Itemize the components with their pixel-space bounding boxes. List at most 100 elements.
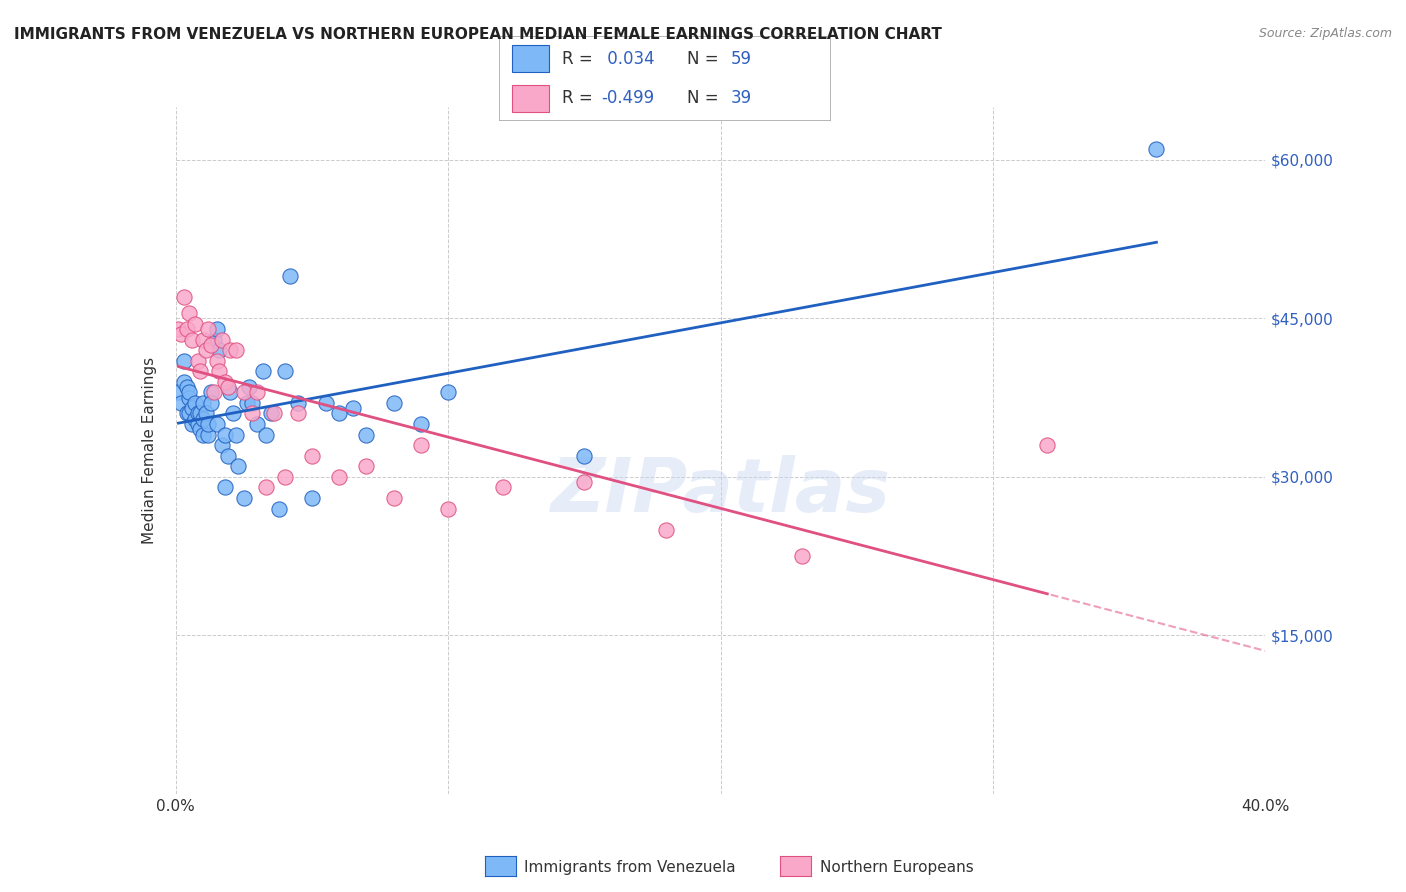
Point — [574, 449, 596, 463]
Text: 0.034: 0.034 — [602, 50, 654, 68]
Point — [176, 380, 198, 394]
Point — [176, 407, 198, 421]
Point — [287, 396, 309, 410]
Point — [181, 401, 204, 416]
Text: N =: N = — [688, 88, 724, 106]
Point — [188, 422, 211, 436]
Point — [574, 475, 596, 490]
Point — [287, 407, 309, 421]
Text: Source: ZipAtlas.com: Source: ZipAtlas.com — [1258, 27, 1392, 40]
Point — [208, 364, 231, 378]
Point — [225, 427, 247, 442]
Point — [254, 427, 277, 442]
Text: R =: R = — [562, 88, 598, 106]
Point — [328, 407, 350, 421]
Point — [194, 407, 217, 421]
Point — [208, 343, 231, 357]
Point — [260, 407, 283, 421]
Point — [492, 480, 515, 494]
Point — [214, 480, 236, 494]
Text: R =: R = — [562, 50, 598, 68]
Text: 39: 39 — [731, 88, 752, 106]
Point — [792, 549, 814, 563]
Point — [170, 396, 193, 410]
Point — [200, 385, 222, 400]
Point — [232, 385, 254, 400]
Point — [167, 385, 190, 400]
Point — [356, 427, 378, 442]
Point — [211, 333, 233, 347]
Point — [179, 306, 201, 320]
Point — [179, 385, 201, 400]
Point — [222, 407, 245, 421]
Point — [328, 470, 350, 484]
Point — [181, 333, 204, 347]
Point — [356, 459, 378, 474]
Text: ZIPatlas: ZIPatlas — [551, 455, 890, 528]
Point — [219, 343, 242, 357]
Point — [238, 380, 260, 394]
Point — [197, 427, 219, 442]
Point — [217, 449, 239, 463]
Point — [197, 322, 219, 336]
Point — [173, 353, 195, 368]
Point — [382, 396, 405, 410]
Text: Northern Europeans: Northern Europeans — [820, 860, 973, 874]
Point — [186, 353, 209, 368]
Point — [188, 407, 211, 421]
Point — [167, 322, 190, 336]
Text: 59: 59 — [731, 50, 751, 68]
Point — [382, 491, 405, 505]
Point — [315, 396, 337, 410]
Point — [274, 470, 297, 484]
Point — [214, 427, 236, 442]
Point — [170, 327, 193, 342]
Point — [278, 269, 301, 284]
Point — [1144, 142, 1167, 156]
Point — [217, 380, 239, 394]
Point — [202, 333, 225, 347]
Point — [200, 396, 222, 410]
Point — [186, 407, 209, 421]
Point — [191, 333, 214, 347]
Point — [263, 407, 285, 421]
Point — [232, 491, 254, 505]
Point — [437, 385, 460, 400]
Point — [269, 501, 291, 516]
Point — [197, 417, 219, 431]
Point — [205, 322, 228, 336]
Point — [205, 417, 228, 431]
Point — [225, 343, 247, 357]
FancyBboxPatch shape — [512, 85, 548, 112]
Point — [191, 427, 214, 442]
Point — [240, 407, 263, 421]
Point — [184, 317, 207, 331]
Point — [214, 375, 236, 389]
Point — [274, 364, 297, 378]
Point — [342, 401, 364, 416]
Point — [246, 417, 269, 431]
Point — [1036, 438, 1059, 452]
Point — [186, 417, 209, 431]
Point — [228, 459, 250, 474]
Point — [184, 411, 207, 425]
Point — [301, 491, 323, 505]
Point — [176, 322, 198, 336]
Point — [246, 385, 269, 400]
Text: IMMIGRANTS FROM VENEZUELA VS NORTHERN EUROPEAN MEDIAN FEMALE EARNINGS CORRELATIO: IMMIGRANTS FROM VENEZUELA VS NORTHERN EU… — [14, 27, 942, 42]
Y-axis label: Median Female Earnings: Median Female Earnings — [142, 357, 157, 544]
Point — [191, 411, 214, 425]
Point — [235, 396, 257, 410]
Point — [409, 438, 432, 452]
Point — [194, 343, 217, 357]
Point — [252, 364, 274, 378]
Point — [211, 438, 233, 452]
Point — [191, 396, 214, 410]
Text: N =: N = — [688, 50, 724, 68]
Point — [240, 396, 263, 410]
Point — [188, 364, 211, 378]
Point — [437, 501, 460, 516]
Point — [200, 338, 222, 352]
Point — [179, 391, 201, 405]
Point — [173, 375, 195, 389]
